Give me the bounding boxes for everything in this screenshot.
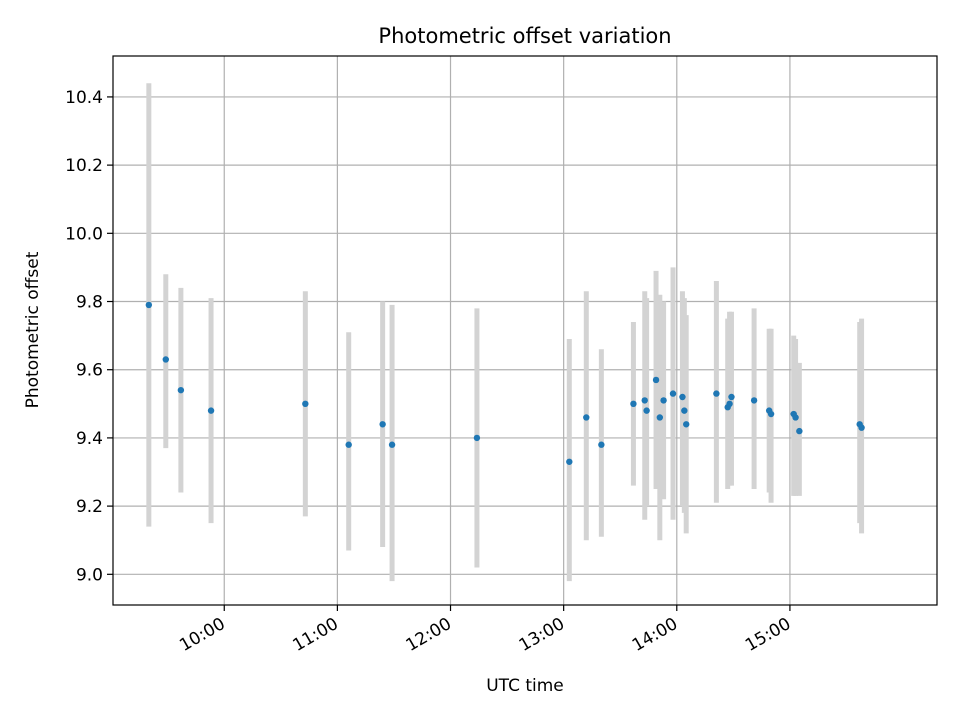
data-point <box>641 397 648 404</box>
chart-title: Photometric offset variation <box>378 24 671 48</box>
data-point <box>858 424 865 431</box>
data-point <box>796 427 803 435</box>
data-point <box>177 386 185 394</box>
data-points <box>145 301 865 465</box>
data-point <box>656 414 664 421</box>
data-point <box>145 301 153 309</box>
x-axis-label: UTC time <box>486 676 564 696</box>
grid <box>113 56 937 605</box>
y-tick-label: 9.0 <box>76 565 103 585</box>
data-point <box>379 421 386 428</box>
data-point <box>473 434 481 442</box>
data-point <box>792 414 799 421</box>
y-tick-label: 10.0 <box>65 224 103 244</box>
y-tick-label: 9.8 <box>76 293 103 313</box>
data-point <box>302 400 309 408</box>
data-point <box>750 397 758 404</box>
data-point <box>630 400 637 408</box>
y-tick-label: 9.4 <box>76 429 103 449</box>
data-point <box>345 441 352 448</box>
data-point <box>713 390 720 397</box>
data-point <box>566 458 573 465</box>
data-point <box>728 393 735 401</box>
data-point <box>660 397 667 404</box>
data-point <box>679 393 686 401</box>
y-tick-label: 9.6 <box>76 361 103 381</box>
data-point <box>669 390 677 397</box>
data-point <box>583 414 590 421</box>
data-point <box>726 400 733 408</box>
y-axis-ticks: 9.0 9.2 9.4 9.6 9.8 10.0 10.2 10.4 <box>65 88 113 585</box>
data-point <box>388 441 396 448</box>
data-point <box>598 441 605 448</box>
data-point <box>681 407 688 414</box>
y-tick-label: 9.2 <box>76 497 103 517</box>
plot-frame <box>112 55 938 606</box>
data-point <box>683 421 690 428</box>
y-axis-label: Photometric offset <box>23 251 43 408</box>
data-point <box>767 410 775 418</box>
y-tick-label: 10.4 <box>65 88 103 108</box>
data-point <box>162 356 169 363</box>
data-point <box>643 407 650 414</box>
data-point <box>652 376 660 384</box>
data-point <box>207 407 215 414</box>
y-tick-label: 10.2 <box>65 156 103 176</box>
